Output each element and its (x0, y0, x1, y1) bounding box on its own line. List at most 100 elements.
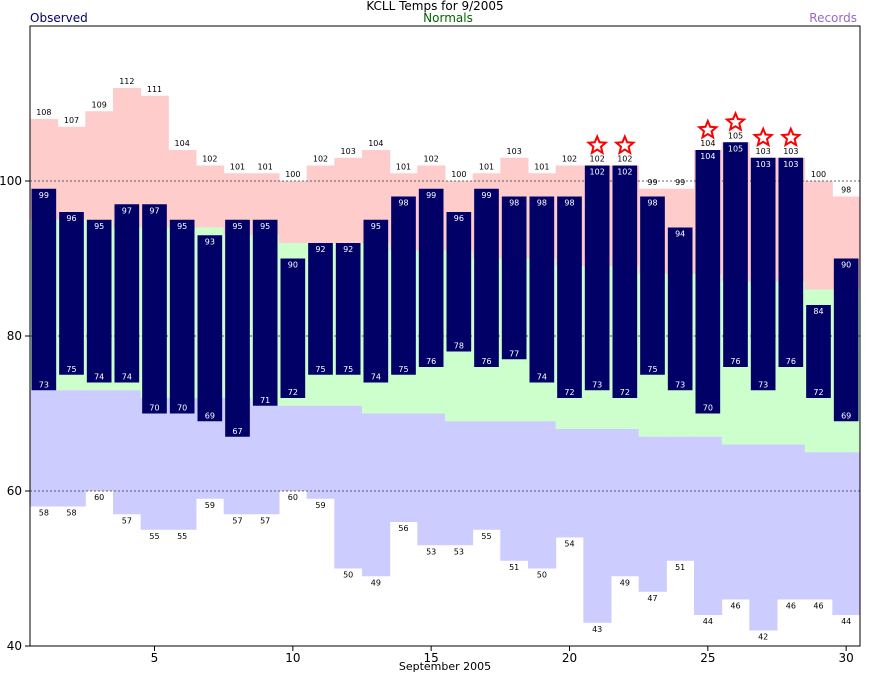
observed-high-label: 95 (232, 222, 242, 231)
observed-bar (723, 142, 748, 367)
record-low-band (638, 436, 667, 592)
observed-high-label: 105 (728, 144, 743, 153)
observed-bar (806, 305, 831, 398)
observed-low-label: 75 (66, 365, 76, 374)
record-low-label: 50 (343, 571, 353, 580)
observed-low-label: 74 (371, 373, 381, 382)
record-low-label: 51 (509, 563, 519, 572)
observed-high-label: 95 (260, 222, 270, 231)
observed-high-label: 95 (371, 222, 381, 231)
observed-bar (612, 165, 638, 398)
observed-high-label: 90 (841, 261, 851, 270)
observed-low-label: 69 (205, 411, 215, 420)
record-high-band (334, 157, 363, 243)
observed-bar (695, 150, 721, 414)
record-high-label: 101 (534, 162, 549, 171)
chart-title: KCLL Temps for 9/2005 (366, 0, 504, 13)
observed-bar (446, 212, 472, 352)
observed-low-label: 76 (730, 357, 740, 366)
record-low-band (528, 421, 557, 569)
observed-low-label: 77 (509, 349, 519, 358)
observed-bar (197, 235, 223, 422)
observed-high-label: 104 (700, 152, 715, 161)
observed-low-label: 74 (122, 373, 132, 382)
record-high-label: 101 (396, 162, 411, 171)
observed-low-label: 73 (592, 380, 602, 389)
record-low-band (57, 390, 86, 507)
observed-high-label: 96 (454, 214, 464, 223)
observed-bar (750, 157, 776, 391)
observed-bar (169, 219, 195, 414)
record-low-label: 47 (647, 594, 657, 603)
observed-bar (142, 204, 167, 414)
record-low-band (555, 429, 584, 538)
record-high-label: 102 (313, 155, 328, 164)
record-high-label: 102 (202, 155, 217, 164)
record-low-label: 57 (260, 516, 270, 525)
observed-low-label: 73 (39, 380, 49, 389)
record-low-band (334, 405, 363, 569)
observed-high-label: 103 (756, 160, 771, 169)
record-low-label: 46 (786, 602, 796, 611)
observed-low-label: 73 (675, 380, 685, 389)
record-high-label: 104 (175, 139, 190, 148)
record-low-band (472, 421, 501, 530)
observed-high-label: 98 (398, 199, 408, 208)
observed-low-label: 74 (94, 373, 104, 382)
record-high-label: 104 (368, 139, 383, 148)
record-low-band (168, 398, 197, 530)
observed-high-label: 98 (564, 199, 574, 208)
x-tick-label: 5 (151, 651, 159, 665)
x-axis-label: September 2005 (398, 660, 492, 673)
y-tick-label: 40 (7, 639, 22, 653)
record-high-label: 105 (728, 131, 743, 140)
record-high-label: 99 (647, 178, 657, 187)
record-low-label: 57 (232, 516, 242, 525)
record-high-label: 102 (562, 155, 577, 164)
record-star-icon (586, 133, 609, 155)
record-low-band (749, 444, 778, 631)
observed-bar (86, 219, 112, 383)
record-high-label: 104 (700, 139, 715, 148)
observed-low-label: 70 (177, 404, 187, 413)
record-low-band (417, 413, 446, 546)
observed-bar (640, 196, 665, 375)
observed-high-label: 92 (343, 245, 353, 254)
observed-low-label: 74 (537, 373, 547, 382)
legend-records: Records (809, 11, 857, 25)
observed-bar (667, 227, 693, 391)
record-low-band (362, 413, 391, 577)
record-star-icon (752, 126, 775, 148)
record-low-band (85, 390, 114, 491)
record-low-label: 49 (620, 578, 630, 587)
record-low-band (721, 444, 750, 600)
observed-low-label: 73 (758, 380, 768, 389)
record-high-label: 108 (36, 108, 51, 117)
record-high-band (306, 165, 335, 243)
record-low-label: 60 (288, 493, 298, 502)
record-low-label: 53 (426, 547, 436, 556)
observed-high-label: 97 (122, 206, 132, 215)
legend-normals: Normals (423, 11, 473, 25)
record-low-band (583, 429, 612, 623)
record-high-band (804, 181, 833, 290)
record-low-band (30, 390, 59, 507)
observed-high-label: 84 (813, 307, 823, 316)
record-low-label: 50 (537, 571, 547, 580)
record-high-label: 100 (811, 170, 826, 179)
x-tick-label: 25 (700, 651, 715, 665)
observed-high-label: 92 (315, 245, 325, 254)
record-low-band (445, 421, 474, 546)
record-low-band (804, 452, 833, 600)
record-low-band (611, 429, 640, 577)
record-low-label: 42 (758, 633, 768, 642)
observed-bar (501, 196, 527, 360)
record-low-label: 44 (841, 617, 851, 626)
record-high-band (279, 181, 308, 243)
record-high-label: 102 (424, 155, 439, 164)
observed-bar (529, 196, 555, 383)
observed-high-label: 94 (675, 230, 685, 239)
observed-bar (31, 188, 57, 391)
observed-bar (557, 196, 582, 398)
